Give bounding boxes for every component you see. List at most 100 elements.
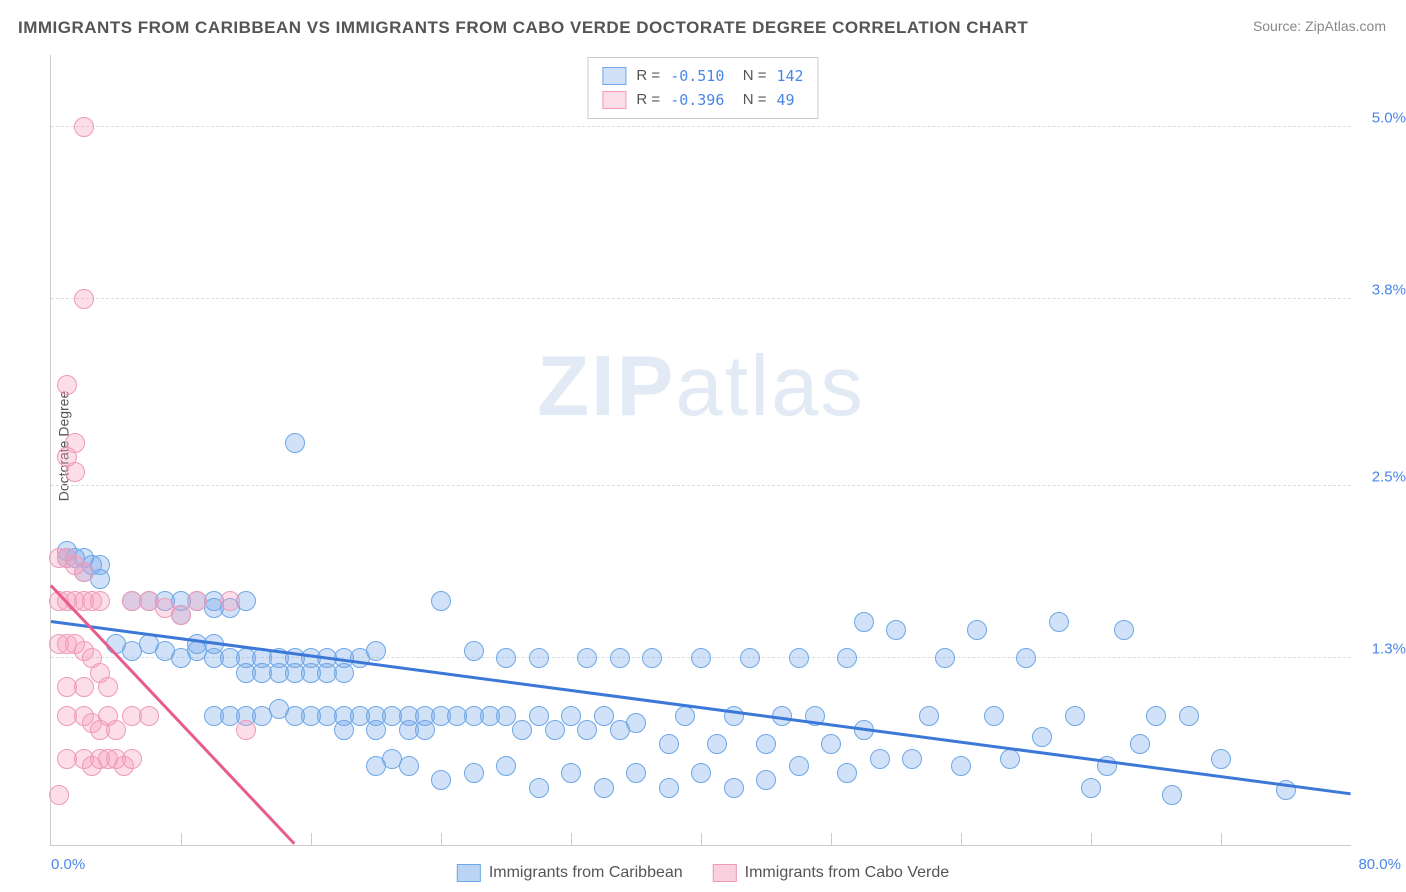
data-point	[756, 770, 776, 790]
data-point	[724, 778, 744, 798]
data-point	[561, 706, 581, 726]
data-point	[65, 462, 85, 482]
data-point	[902, 749, 922, 769]
x-minor-tick	[701, 833, 702, 845]
y-tick-label: 3.8%	[1356, 282, 1406, 299]
data-point	[691, 648, 711, 668]
x-minor-tick	[311, 833, 312, 845]
gridline	[51, 298, 1351, 299]
data-point	[334, 720, 354, 740]
data-point	[464, 763, 484, 783]
x-minor-tick	[831, 833, 832, 845]
data-point	[415, 720, 435, 740]
data-point	[171, 605, 191, 625]
source-label: Source: ZipAtlas.com	[1253, 18, 1386, 34]
y-tick-label: 2.5%	[1356, 468, 1406, 485]
data-point	[529, 648, 549, 668]
data-point	[837, 763, 857, 783]
data-point	[1114, 620, 1134, 640]
data-point	[57, 375, 77, 395]
data-point	[626, 763, 646, 783]
series-legend: Immigrants from Caribbean Immigrants fro…	[457, 864, 949, 882]
data-point	[49, 785, 69, 805]
data-point	[366, 720, 386, 740]
data-point	[675, 706, 695, 726]
legend-label: Immigrants from Caribbean	[489, 864, 683, 882]
legend-row-caboverde: R = -0.396 N = 49	[602, 88, 803, 112]
data-point	[1146, 706, 1166, 726]
data-point	[626, 713, 646, 733]
swatch-caboverde-icon	[713, 864, 737, 882]
x-minor-tick	[181, 833, 182, 845]
data-point	[821, 734, 841, 754]
data-point	[545, 720, 565, 740]
data-point	[90, 591, 110, 611]
data-point	[1032, 727, 1052, 747]
data-point	[1130, 734, 1150, 754]
data-point	[106, 720, 126, 740]
data-point	[1065, 706, 1085, 726]
data-point	[496, 706, 516, 726]
chart-title: IMMIGRANTS FROM CARIBBEAN VS IMMIGRANTS …	[18, 18, 1028, 38]
data-point	[529, 706, 549, 726]
data-point	[74, 677, 94, 697]
data-point	[74, 117, 94, 137]
data-point	[951, 756, 971, 776]
data-point	[1179, 706, 1199, 726]
x-minor-tick	[571, 833, 572, 845]
data-point	[236, 720, 256, 740]
data-point	[1000, 749, 1020, 769]
data-point	[366, 641, 386, 661]
data-point	[870, 749, 890, 769]
data-point	[98, 677, 118, 697]
data-point	[886, 620, 906, 640]
data-point	[74, 289, 94, 309]
swatch-caboverde	[602, 91, 626, 109]
data-point	[707, 734, 727, 754]
x-minor-tick	[961, 833, 962, 845]
y-tick-label: 5.0%	[1356, 109, 1406, 126]
data-point	[789, 648, 809, 668]
data-point	[577, 720, 597, 740]
x-minor-tick	[441, 833, 442, 845]
data-point	[334, 663, 354, 683]
data-point	[220, 591, 240, 611]
x-tick-min: 0.0%	[51, 856, 85, 873]
data-point	[756, 734, 776, 754]
data-point	[594, 706, 614, 726]
data-point	[659, 778, 679, 798]
data-point	[1049, 612, 1069, 632]
scatter-plot: ZIPatlas 0.0% 80.0% 1.3%2.5%3.8%5.0%	[50, 55, 1351, 846]
y-tick-label: 1.3%	[1356, 641, 1406, 658]
data-point	[594, 778, 614, 798]
data-point	[691, 763, 711, 783]
legend-item-caribbean: Immigrants from Caribbean	[457, 864, 683, 882]
data-point	[642, 648, 662, 668]
data-point	[285, 433, 305, 453]
data-point	[837, 648, 857, 668]
x-minor-tick	[1221, 833, 1222, 845]
data-point	[984, 706, 1004, 726]
data-point	[1016, 648, 1036, 668]
x-minor-tick	[1091, 833, 1092, 845]
watermark: ZIPatlas	[537, 338, 865, 436]
correlation-legend: R = -0.510 N = 142 R = -0.396 N = 49	[587, 57, 818, 119]
data-point	[659, 734, 679, 754]
data-point	[431, 591, 451, 611]
data-point	[139, 706, 159, 726]
legend-row-caribbean: R = -0.510 N = 142	[602, 64, 803, 88]
legend-item-caboverde: Immigrants from Cabo Verde	[713, 864, 950, 882]
gridline	[51, 126, 1351, 127]
swatch-caribbean-icon	[457, 864, 481, 882]
data-point	[740, 648, 760, 668]
data-point	[1081, 778, 1101, 798]
data-point	[561, 763, 581, 783]
data-point	[1162, 785, 1182, 805]
data-point	[496, 648, 516, 668]
gridline	[51, 485, 1351, 486]
data-point	[789, 756, 809, 776]
data-point	[431, 770, 451, 790]
data-point	[967, 620, 987, 640]
swatch-caribbean	[602, 67, 626, 85]
data-point	[1211, 749, 1231, 769]
